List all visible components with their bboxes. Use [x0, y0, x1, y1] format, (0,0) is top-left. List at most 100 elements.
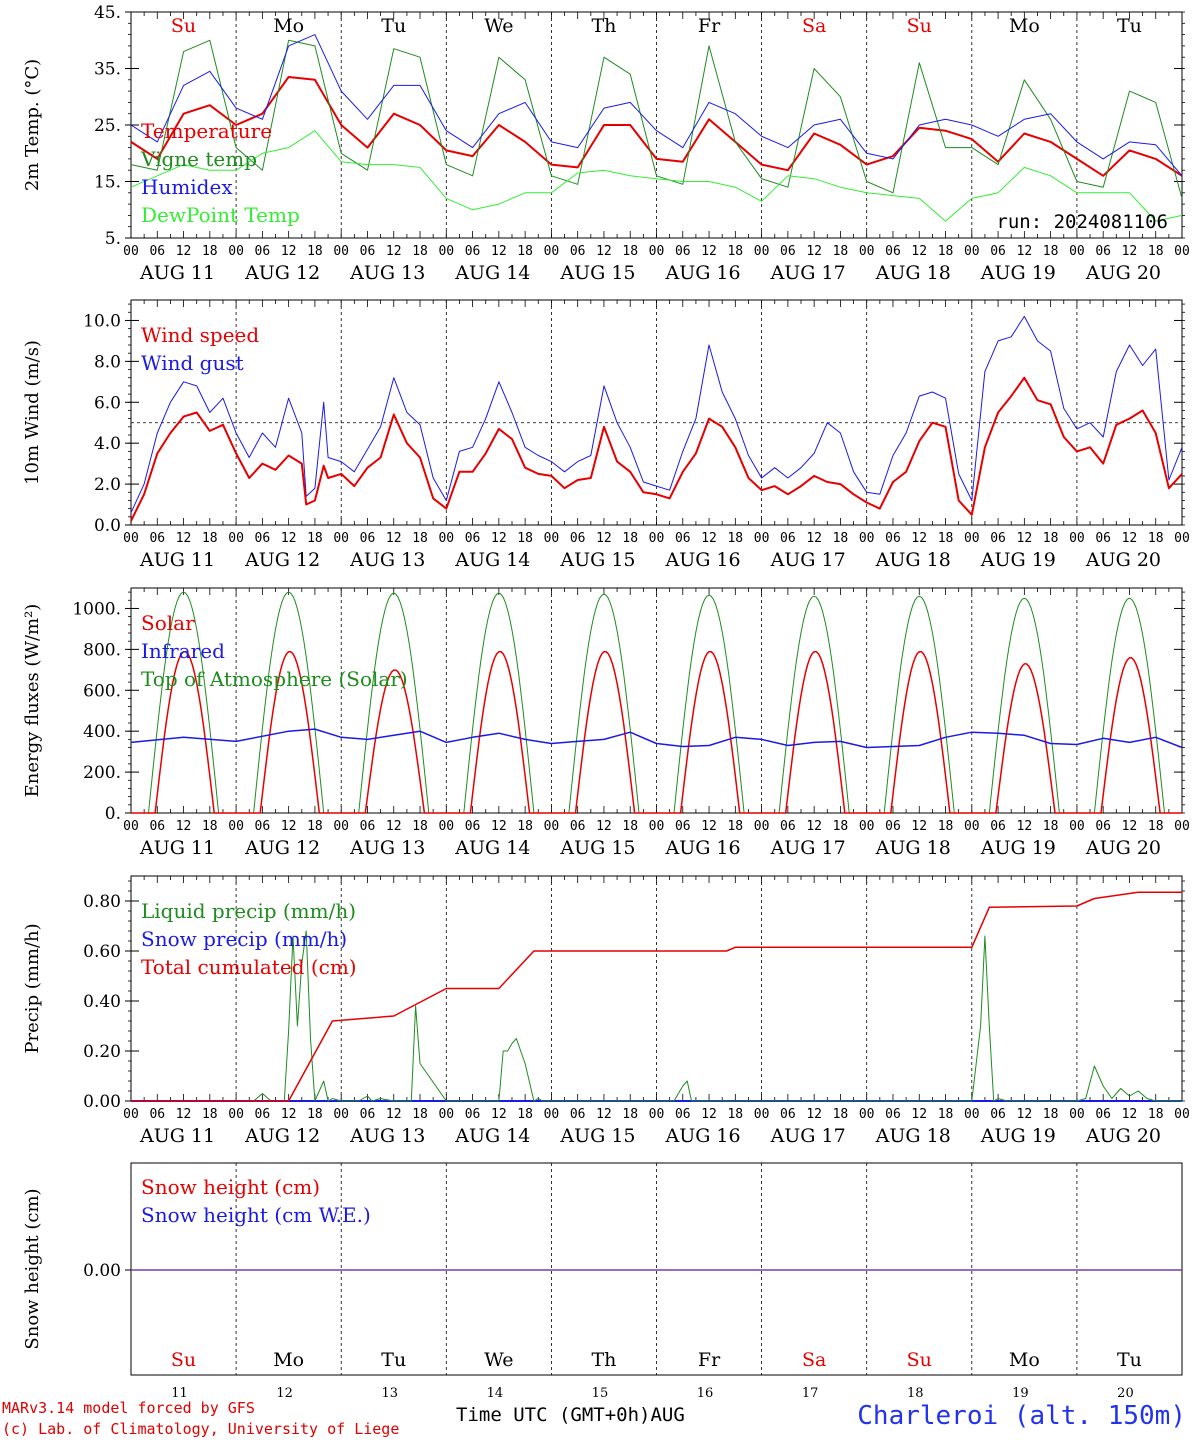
hour-tick-label: 12 [596, 244, 612, 259]
hour-tick-label: 12 [1122, 1107, 1138, 1122]
y-tick-label: 6.0 [94, 393, 121, 413]
hour-tick-label: 18 [307, 819, 323, 834]
day-name-label: Th [591, 15, 616, 37]
hour-tick-label: 12 [1122, 244, 1138, 259]
hour-tick-label: 18 [1148, 1107, 1164, 1122]
date-label: AUG 19 [980, 837, 1056, 859]
day-number-label: 20 [1117, 1386, 1134, 1401]
day-number-label: 17 [802, 1386, 819, 1401]
y-tick-label: 200. [83, 763, 121, 783]
day-name-label: Tu [381, 15, 406, 37]
hour-tick-label: 12 [911, 531, 927, 546]
hour-tick-label: 00 [859, 244, 875, 259]
hour-tick-label: 00 [544, 1107, 560, 1122]
hour-tick-label: 00 [544, 819, 560, 834]
date-label: AUG 13 [349, 262, 425, 284]
hour-tick-label: 12 [596, 531, 612, 546]
hour-tick-label: 12 [911, 1107, 927, 1122]
panel-3: 0. 200. 400. 600. 800. 1000. Energy fluxes (W/… [22, 587, 1190, 859]
day-number-label: 12 [276, 1386, 293, 1401]
y-tick-label: 800. [83, 640, 121, 660]
legend-red: Temperature [141, 119, 272, 143]
hour-tick-label: 18 [307, 531, 323, 546]
hour-tick-label: 18 [622, 819, 638, 834]
y-tick-label: 45. [94, 3, 121, 23]
day-number-label: 11 [171, 1386, 188, 1401]
hour-tick-label: 00 [438, 531, 454, 546]
hour-tick-label: 18 [1043, 819, 1059, 834]
day-name-label: We [484, 1349, 513, 1371]
day-number-label: 16 [697, 1386, 714, 1401]
xlabel: Time UTC (GMT+0h) [456, 1404, 651, 1426]
date-label: AUG 11 [139, 1125, 215, 1147]
hour-tick-label: 12 [386, 244, 402, 259]
date-label: AUG 14 [454, 262, 530, 284]
hour-tick-label: 06 [360, 819, 376, 834]
hour-tick-label: 00 [1069, 244, 1085, 259]
hour-tick-label: 12 [911, 244, 927, 259]
date-label: AUG 20 [1085, 549, 1161, 571]
station-label: Charleroi (alt. 150m) [857, 1401, 1186, 1431]
hour-tick-label: 12 [176, 244, 192, 259]
hour-tick-label: 12 [176, 819, 192, 834]
date-label: AUG 19 [980, 1125, 1056, 1147]
hour-tick-label: 18 [517, 244, 533, 259]
hour-tick-label: 18 [622, 531, 638, 546]
hour-tick-label: 18 [938, 244, 954, 259]
hour-tick-label: 06 [255, 531, 271, 546]
hour-tick-label: 12 [176, 1107, 192, 1122]
hour-tick-label: 00 [1174, 1107, 1190, 1122]
date-label: AUG 20 [1085, 1125, 1161, 1147]
hour-tick-label: 06 [885, 531, 901, 546]
day-name-label: Su [907, 15, 932, 37]
y-tick-label: 0.40 [83, 992, 121, 1012]
day-name-label: Mo [1009, 1349, 1040, 1371]
y-tick-label: 400. [83, 722, 121, 742]
day-number-label: 15 [592, 1386, 609, 1401]
hour-tick-label: 06 [255, 1107, 271, 1122]
legend-darkgreen: Liquid precip (mm/h) [141, 899, 356, 923]
hour-tick-label: 18 [517, 819, 533, 834]
hour-tick-label: 18 [412, 819, 428, 834]
hour-tick-label: 18 [1043, 244, 1059, 259]
date-label: AUG 16 [664, 549, 740, 571]
hour-tick-label: 18 [938, 531, 954, 546]
date-label: AUG 19 [980, 549, 1056, 571]
hour-tick-label: 18 [1148, 244, 1164, 259]
hour-tick-label: 00 [754, 531, 770, 546]
legend-blue: Infrared [141, 639, 225, 663]
hour-tick-label: 06 [1095, 1107, 1111, 1122]
date-label: AUG 15 [559, 1125, 635, 1147]
date-label: AUG 17 [770, 837, 846, 859]
date-label: AUG 17 [770, 262, 846, 284]
y-tick-label: 0.20 [83, 1042, 121, 1062]
date-label: AUG 18 [875, 262, 951, 284]
day-name-label: Sa [802, 1349, 826, 1371]
hour-tick-label: 00 [964, 244, 980, 259]
series-total-cumulated [131, 891, 1182, 1102]
hour-tick-label: 00 [438, 819, 454, 834]
date-label: AUG 16 [664, 262, 740, 284]
hour-tick-label: 00 [859, 531, 875, 546]
hour-tick-label: 06 [885, 1107, 901, 1122]
legend-red: Solar [141, 611, 195, 635]
run-annotation: run: 2024081106 [996, 211, 1168, 233]
series-red [130, 76, 1183, 177]
day-name-label: Th [591, 1349, 616, 1371]
hour-tick-label: 00 [123, 531, 139, 546]
hour-tick-label: 12 [701, 1107, 717, 1122]
hour-tick-label: 12 [596, 819, 612, 834]
hour-tick-label: 12 [701, 244, 717, 259]
date-label: AUG 13 [349, 1125, 425, 1147]
day-name-label: Sa [802, 15, 826, 37]
hour-tick-label: 06 [149, 244, 165, 259]
hour-tick-label: 00 [438, 244, 454, 259]
y-tick-label: 0.00 [83, 1092, 121, 1112]
date-label: AUG 15 [559, 549, 635, 571]
hour-tick-label: 06 [990, 1107, 1006, 1122]
legend-darkgreen: Vigne temp [140, 147, 257, 171]
legend-red: Total cumulated (cm) [141, 955, 357, 979]
hour-tick-label: 06 [570, 819, 586, 834]
hour-tick-label: 12 [1017, 819, 1033, 834]
hour-tick-label: 00 [1069, 1107, 1085, 1122]
